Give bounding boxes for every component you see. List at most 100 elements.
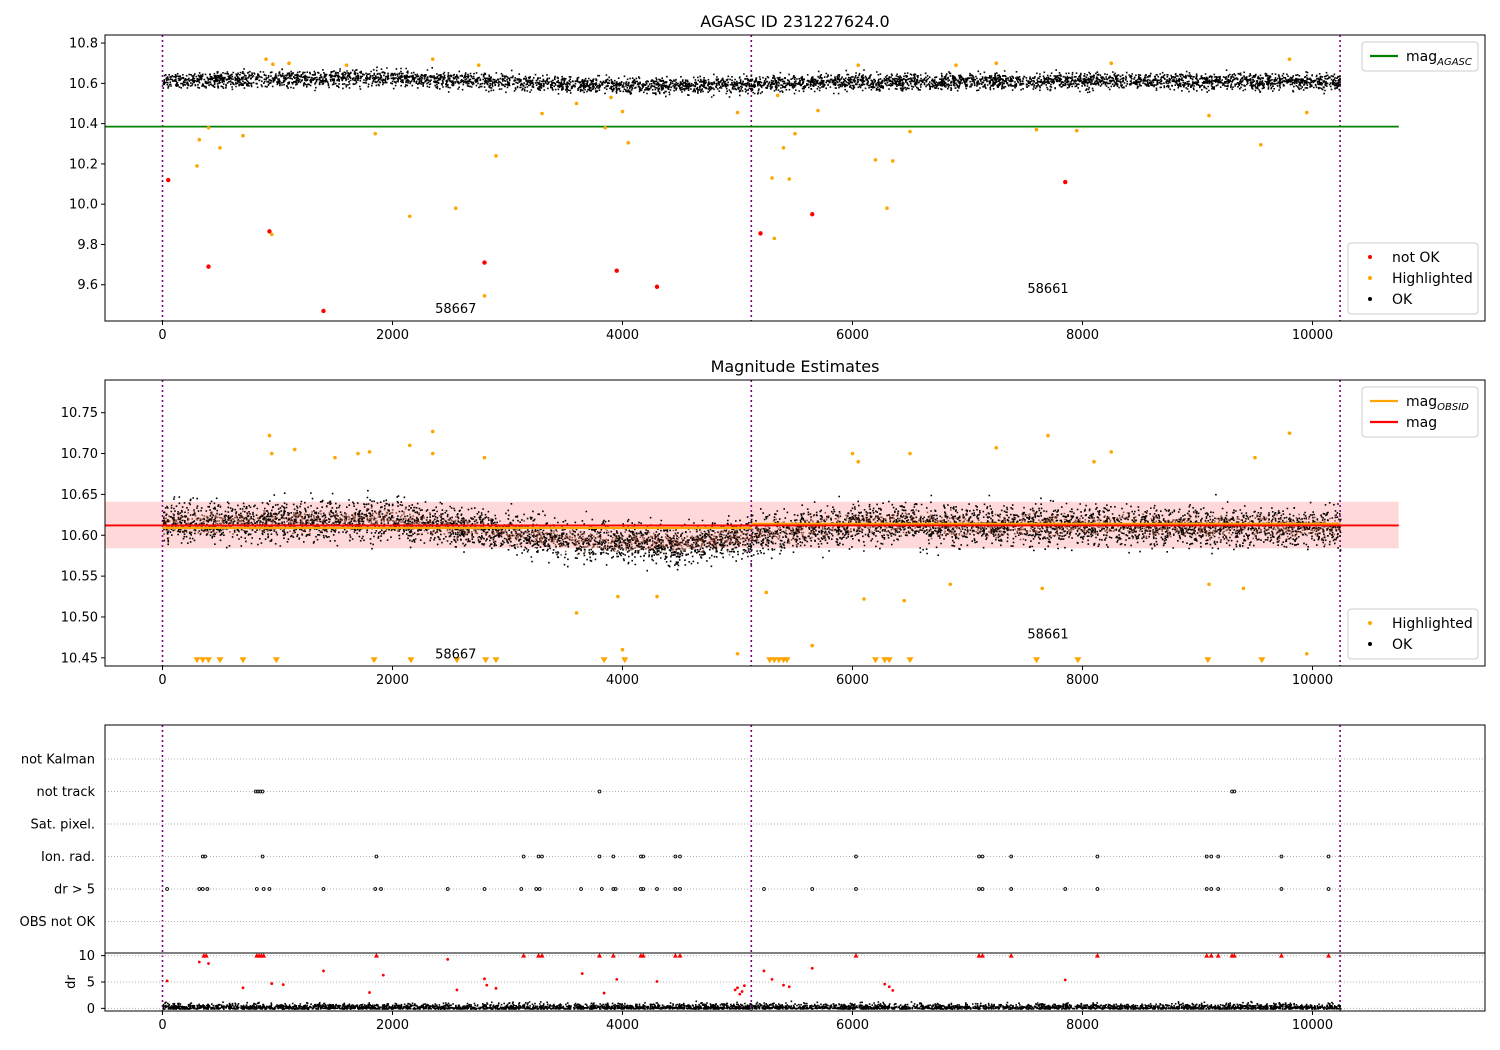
below-range-marker xyxy=(1033,657,1040,664)
x-tick-label: 2000 xyxy=(376,1018,409,1033)
below-range-marker xyxy=(482,657,490,664)
legend-label-text: not OK xyxy=(1392,250,1440,266)
dr-axis-label: dr xyxy=(64,975,79,989)
point-highlighted xyxy=(430,429,435,434)
legend-label-subscript: OBSID xyxy=(1437,402,1469,413)
dr-outlier-point xyxy=(615,977,619,981)
below-range-marker xyxy=(1204,657,1212,664)
point-highlighted xyxy=(994,446,999,450)
dr-outlier-point xyxy=(762,969,766,973)
point-not-ok xyxy=(1063,179,1068,185)
y-tick-label: 10.60 xyxy=(61,529,98,544)
x-tick-label: 0 xyxy=(158,328,166,343)
legend-label-text: Highlighted xyxy=(1392,271,1473,287)
below-range-marker xyxy=(1258,657,1266,664)
point-highlighted xyxy=(267,433,272,438)
dr-outlier-point xyxy=(1063,978,1067,982)
plot-frame xyxy=(104,379,1486,667)
x-tick-label: 6000 xyxy=(836,673,869,688)
point-highlighted xyxy=(1207,113,1211,118)
below-range-marker xyxy=(193,657,201,664)
flag-marker xyxy=(1230,789,1234,794)
point-highlighted xyxy=(1258,142,1263,147)
dr-capped-marker xyxy=(1278,953,1284,958)
point-highlighted xyxy=(574,101,579,106)
dr-outlier-point xyxy=(782,983,785,987)
dr-outlier-point xyxy=(580,972,584,975)
point-highlighted xyxy=(356,451,360,456)
dr-capped-marker xyxy=(203,953,209,958)
plot-area xyxy=(105,35,1399,321)
legend-label-text: mag xyxy=(1406,394,1437,410)
flag-marker xyxy=(673,887,678,891)
dr-capped-marker xyxy=(610,953,616,958)
point-highlighted xyxy=(770,176,774,180)
point-highlighted xyxy=(620,109,625,114)
point-highlighted xyxy=(218,145,222,150)
y-tick-label: 9.8 xyxy=(77,238,98,253)
flag-marker xyxy=(678,854,682,859)
legend-dot-swatch xyxy=(1368,276,1372,280)
below-range-marker xyxy=(453,657,461,664)
point-highlighted xyxy=(856,459,861,464)
point-highlighted xyxy=(1241,586,1246,591)
legend-box xyxy=(1347,242,1479,315)
point-not-ok xyxy=(267,229,272,234)
point-highlighted xyxy=(735,651,740,656)
x-tick-label: 8000 xyxy=(1066,673,1099,688)
point-highlighted xyxy=(862,597,866,601)
dr-capped-marker xyxy=(539,953,545,958)
flag-label: OBS not OK xyxy=(20,915,96,930)
flag-marker xyxy=(1326,887,1331,891)
below-range-marker xyxy=(766,657,774,664)
flag-label: dr > 5 xyxy=(54,883,95,898)
dr-outlier-point xyxy=(165,979,169,983)
flag-marker xyxy=(321,887,326,891)
flag-marker xyxy=(641,887,646,891)
panel-title: AGASC ID 231227624.0 xyxy=(700,12,889,31)
flag-marker xyxy=(374,854,379,859)
below-range-marker xyxy=(872,657,879,664)
dr-outlier-point xyxy=(738,992,742,996)
point-highlighted xyxy=(482,455,487,460)
legend-box xyxy=(1347,608,1479,660)
dr-capped-marker xyxy=(1208,953,1214,958)
flag-marker xyxy=(1209,854,1214,859)
point-not-ok xyxy=(166,177,171,183)
dr-capped-marker xyxy=(521,953,527,958)
flag-marker xyxy=(1204,887,1209,891)
dr-outlier-point xyxy=(322,969,325,973)
flag-marker xyxy=(1279,854,1284,859)
flag-marker xyxy=(197,887,202,891)
dr-outlier-point xyxy=(887,985,891,989)
legend-label: Highlighted xyxy=(1392,271,1473,287)
obsid-label: 58667 xyxy=(435,648,476,663)
legend-label-subscript: AGASC xyxy=(1436,57,1472,68)
point-highlighted xyxy=(206,125,211,130)
flag-marker xyxy=(260,854,265,859)
dr-outlier-point xyxy=(733,988,737,992)
flag-marker xyxy=(762,887,766,891)
dr-y-tick-label: 5 xyxy=(87,976,95,991)
x-tick-label: 6000 xyxy=(836,1018,869,1033)
x-tick-label: 10000 xyxy=(1292,1018,1333,1033)
flag-marker xyxy=(1009,887,1014,891)
point-highlighted xyxy=(430,451,435,456)
point-highlighted xyxy=(948,582,953,587)
point-highlighted xyxy=(850,451,855,456)
x-tick-label: 0 xyxy=(158,673,166,688)
point-highlighted xyxy=(1287,431,1292,435)
x-tick-label: 0 xyxy=(158,1018,166,1033)
below-range-marker xyxy=(906,657,914,664)
obsid-label: 58661 xyxy=(1027,627,1068,642)
dr-capped-marker xyxy=(536,953,542,958)
point-not-ok xyxy=(614,268,619,273)
point-highlighted xyxy=(269,232,274,237)
legend-dot-swatch xyxy=(1368,297,1372,301)
dr-capped-marker xyxy=(1215,953,1221,958)
point-highlighted xyxy=(344,63,349,68)
point-highlighted xyxy=(1034,127,1039,132)
dr-outlier-point xyxy=(446,957,450,961)
y-tick-label: 10.2 xyxy=(69,157,98,172)
